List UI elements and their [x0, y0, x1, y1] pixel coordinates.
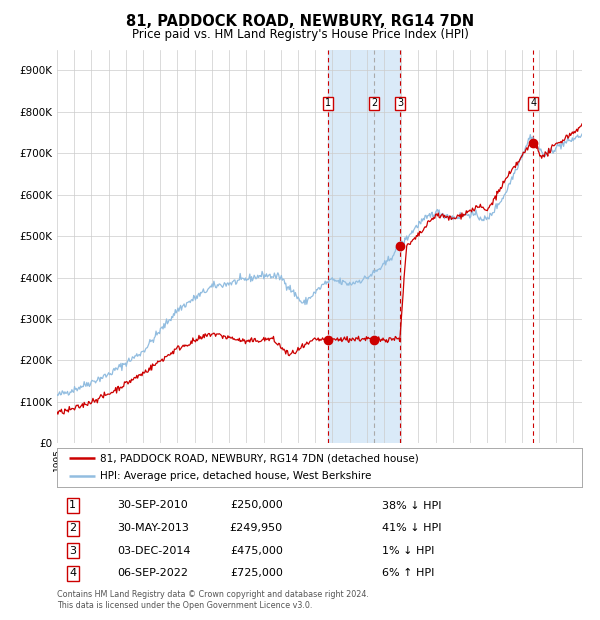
Text: 30-MAY-2013: 30-MAY-2013 — [118, 523, 189, 533]
Text: Price paid vs. HM Land Registry's House Price Index (HPI): Price paid vs. HM Land Registry's House … — [131, 28, 469, 41]
Text: 81, PADDOCK ROAD, NEWBURY, RG14 7DN: 81, PADDOCK ROAD, NEWBURY, RG14 7DN — [126, 14, 474, 29]
Text: 3: 3 — [69, 546, 76, 556]
Text: 38% ↓ HPI: 38% ↓ HPI — [383, 500, 442, 510]
Text: £249,950: £249,950 — [230, 523, 283, 533]
Text: Contains HM Land Registry data © Crown copyright and database right 2024.
This d: Contains HM Land Registry data © Crown c… — [57, 590, 369, 609]
Text: 81, PADDOCK ROAD, NEWBURY, RG14 7DN (detached house): 81, PADDOCK ROAD, NEWBURY, RG14 7DN (det… — [100, 453, 419, 463]
Text: 06-SEP-2022: 06-SEP-2022 — [118, 569, 188, 578]
Text: 2: 2 — [69, 523, 76, 533]
Bar — [328, 50, 400, 443]
Text: 41% ↓ HPI: 41% ↓ HPI — [383, 523, 442, 533]
Text: 1% ↓ HPI: 1% ↓ HPI — [383, 546, 435, 556]
Text: 4: 4 — [530, 99, 536, 108]
Text: 3: 3 — [397, 99, 403, 108]
Text: 2: 2 — [371, 99, 377, 108]
Text: 6% ↑ HPI: 6% ↑ HPI — [383, 569, 435, 578]
Text: 4: 4 — [69, 569, 76, 578]
Text: 1: 1 — [325, 99, 331, 108]
Text: £725,000: £725,000 — [230, 569, 283, 578]
Text: £475,000: £475,000 — [230, 546, 283, 556]
Text: 1: 1 — [69, 500, 76, 510]
Text: 03-DEC-2014: 03-DEC-2014 — [118, 546, 191, 556]
Text: HPI: Average price, detached house, West Berkshire: HPI: Average price, detached house, West… — [100, 471, 371, 481]
Text: £250,000: £250,000 — [230, 500, 283, 510]
Text: 30-SEP-2010: 30-SEP-2010 — [118, 500, 188, 510]
